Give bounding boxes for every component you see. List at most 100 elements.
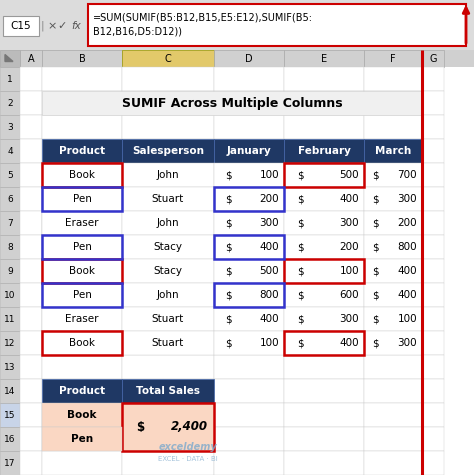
Bar — [0, 139, 20, 163]
Text: 300: 300 — [397, 338, 417, 348]
Bar — [214, 50, 284, 67]
Bar — [364, 307, 422, 331]
Text: $: $ — [297, 338, 303, 348]
Bar — [364, 331, 422, 355]
Bar — [214, 187, 284, 211]
Bar — [422, 91, 444, 115]
Bar — [364, 139, 422, 163]
Polygon shape — [5, 55, 13, 61]
Text: March: March — [375, 146, 411, 156]
Text: 400: 400 — [259, 314, 279, 324]
Bar — [20, 163, 42, 187]
Bar — [214, 355, 284, 379]
Bar — [364, 139, 422, 163]
Bar — [284, 163, 364, 187]
Text: 8: 8 — [7, 243, 13, 251]
Bar — [42, 91, 122, 115]
Bar — [214, 163, 284, 187]
Bar — [122, 115, 214, 139]
Bar — [284, 187, 364, 211]
Text: 3: 3 — [7, 123, 13, 132]
Bar — [284, 427, 364, 451]
Text: 13: 13 — [4, 362, 16, 371]
Bar — [364, 187, 422, 211]
Bar — [0, 50, 20, 67]
Text: C: C — [164, 54, 172, 64]
Text: EXCEL · DATA · BI: EXCEL · DATA · BI — [158, 456, 218, 462]
Bar — [42, 331, 122, 355]
Bar — [284, 235, 364, 259]
Bar — [364, 235, 422, 259]
Text: Book: Book — [69, 170, 95, 180]
Text: $: $ — [297, 242, 303, 252]
Bar — [364, 115, 422, 139]
Bar — [422, 331, 444, 355]
Bar — [122, 187, 214, 211]
Text: Book: Book — [67, 410, 97, 420]
Text: 200: 200 — [397, 218, 417, 228]
Bar — [42, 403, 122, 427]
Bar — [42, 115, 122, 139]
Bar — [284, 307, 364, 331]
Text: Pen: Pen — [73, 290, 91, 300]
Bar — [42, 187, 122, 211]
Text: $: $ — [137, 420, 145, 434]
Bar — [284, 211, 364, 235]
Text: Stuart: Stuart — [152, 338, 184, 348]
Text: =SUM(SUMIF(B5:B12,B15,E5:E12),SUMIF(B5:: =SUM(SUMIF(B5:B12,B15,E5:E12),SUMIF(B5: — [93, 12, 313, 22]
Bar — [364, 355, 422, 379]
Bar — [364, 331, 422, 355]
Bar — [0, 0, 474, 50]
Text: 2: 2 — [7, 98, 13, 107]
Bar — [122, 355, 214, 379]
Bar — [0, 115, 20, 139]
Bar — [122, 379, 214, 403]
Text: ✓: ✓ — [57, 21, 67, 31]
Text: 100: 100 — [259, 170, 279, 180]
Bar — [284, 259, 364, 283]
Bar — [42, 163, 122, 187]
Bar — [214, 211, 284, 235]
Bar — [0, 403, 20, 427]
Bar — [364, 235, 422, 259]
Bar — [42, 283, 122, 307]
Bar — [20, 307, 42, 331]
Bar — [3, 16, 39, 36]
Text: B12,B16,D5:D12)): B12,B16,D5:D12)) — [93, 26, 182, 36]
Text: 300: 300 — [339, 218, 359, 228]
Text: 4: 4 — [7, 146, 13, 155]
Text: C15: C15 — [11, 21, 31, 31]
Text: D: D — [245, 54, 253, 64]
Text: exceldemy: exceldemy — [159, 442, 218, 452]
Bar — [284, 139, 364, 163]
Text: 5: 5 — [7, 171, 13, 180]
Bar — [122, 139, 214, 163]
Bar — [122, 235, 214, 259]
Text: B: B — [79, 54, 85, 64]
Bar — [42, 331, 122, 355]
Text: February: February — [298, 146, 350, 156]
Bar — [422, 139, 444, 163]
Bar — [422, 307, 444, 331]
Text: G: G — [429, 54, 437, 64]
Text: 400: 400 — [339, 194, 359, 204]
Bar — [0, 283, 20, 307]
Bar — [42, 139, 122, 163]
Text: 400: 400 — [339, 338, 359, 348]
Bar — [0, 91, 20, 115]
Bar — [20, 379, 42, 403]
Bar — [20, 67, 42, 91]
Bar — [42, 331, 122, 355]
Text: $: $ — [297, 290, 303, 300]
Bar — [214, 235, 284, 259]
Text: 400: 400 — [397, 266, 417, 276]
Text: $: $ — [225, 218, 231, 228]
Bar — [284, 331, 364, 355]
Bar — [122, 259, 214, 283]
Text: E: E — [321, 54, 327, 64]
Bar — [0, 307, 20, 331]
Text: 16: 16 — [4, 435, 16, 444]
Bar — [284, 50, 364, 67]
Bar — [20, 283, 42, 307]
Text: 6: 6 — [7, 194, 13, 203]
